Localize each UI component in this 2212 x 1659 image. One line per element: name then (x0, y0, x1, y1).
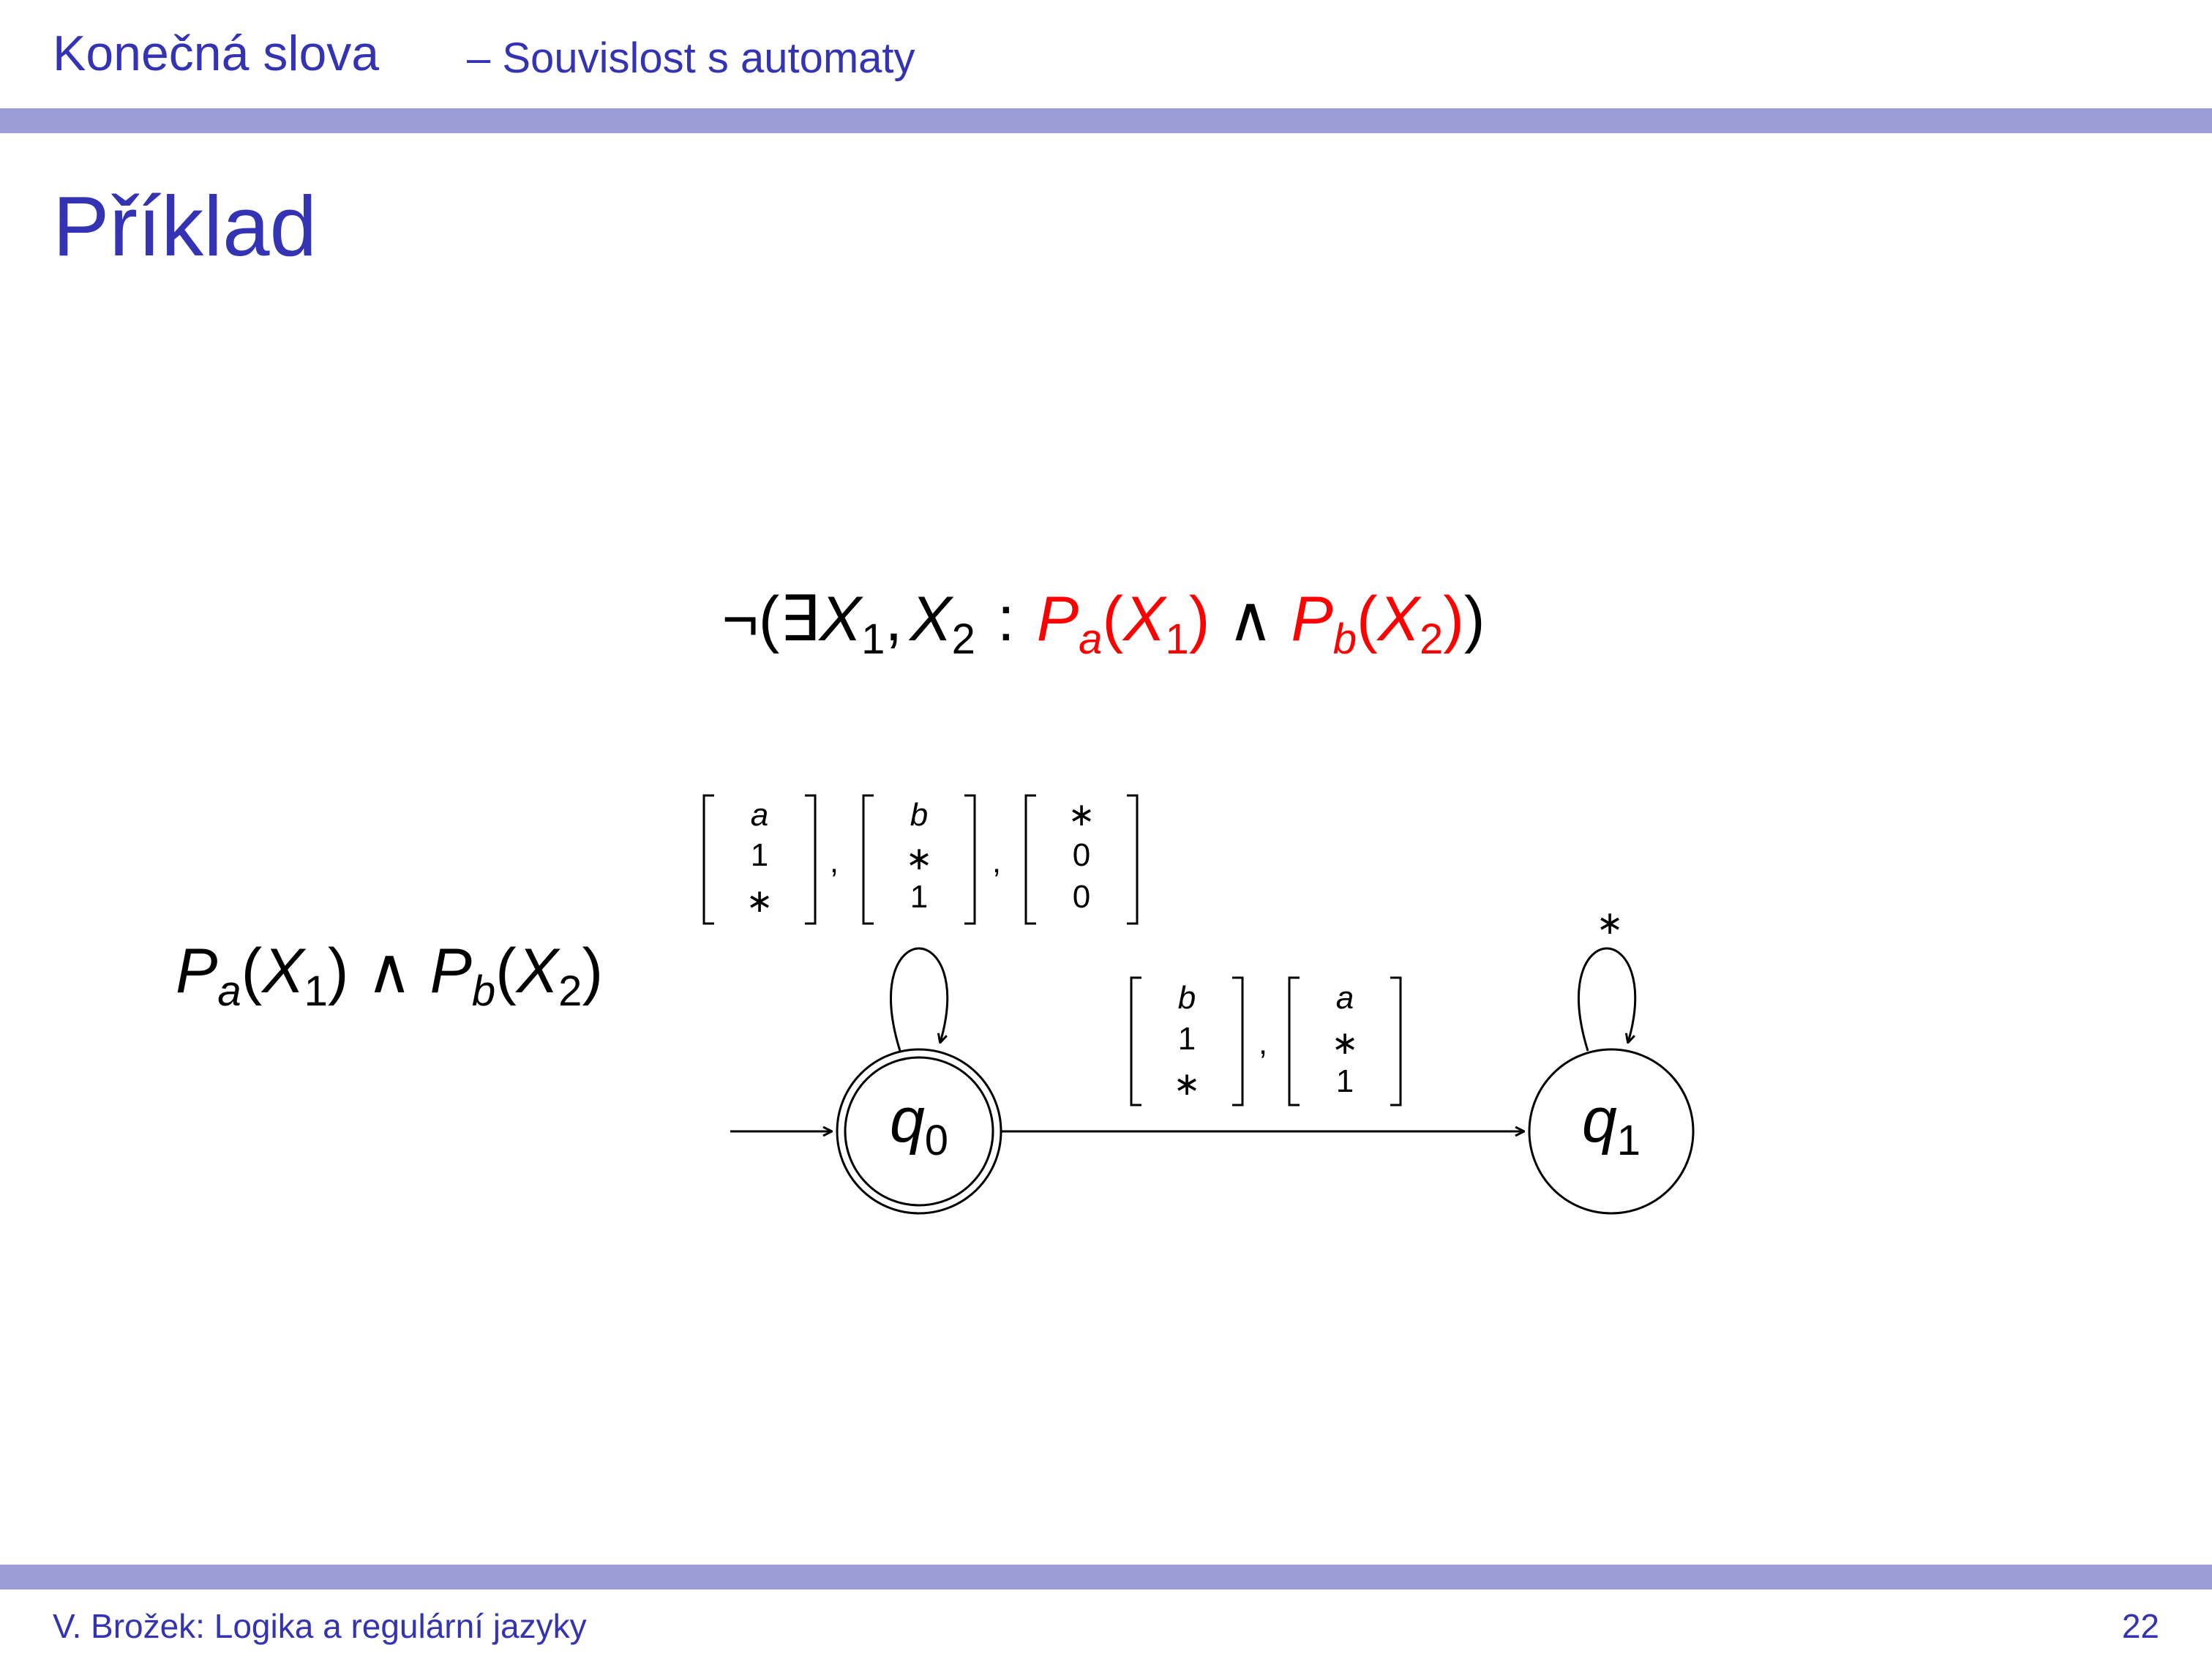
header: Konečná slova – Souvislost s automaty (0, 0, 2212, 108)
svg-text:1: 1 (751, 837, 768, 873)
svg-text:,: , (992, 844, 1001, 880)
page-number: 22 (2121, 1607, 2159, 1645)
svg-text:∗: ∗ (1068, 797, 1095, 833)
q0-loop-label (702, 794, 1139, 925)
svg-text:1: 1 (1336, 1063, 1354, 1099)
header-bar (0, 108, 2212, 133)
svg-text:,: , (1259, 1025, 1267, 1061)
subsection-title: – Souvislost s automaty (467, 34, 915, 82)
svg-text:q0: q0 (890, 1085, 948, 1164)
q0-self-loop (889, 947, 949, 1052)
q0-loop-entries: a 1 ∗ , b ∗ 1 , ∗ 0 0 (746, 797, 1095, 919)
q1-loop-label: ∗ (1597, 905, 1624, 941)
section-title: Konečná slova (53, 26, 380, 81)
svg-text:0: 0 (1073, 879, 1090, 915)
svg-text:∗: ∗ (1332, 1025, 1359, 1061)
main-formula: ¬(∃X1, X2: Pa(X1) ∧ Pb(X2)) (721, 584, 1485, 663)
svg-text:a: a (751, 797, 768, 833)
svg-text:0: 0 (1073, 837, 1090, 873)
svg-text:q1: q1 (1582, 1085, 1641, 1164)
footer-bar (0, 1565, 2212, 1589)
q1-self-loop (1577, 947, 1637, 1052)
svg-text:∗: ∗ (746, 883, 773, 919)
svg-text:,: , (830, 844, 839, 880)
state-q1: q1 (1528, 1048, 1695, 1215)
frame-title: Příklad (53, 179, 318, 274)
svg-text:∗: ∗ (1174, 1066, 1201, 1102)
svg-text:1: 1 (910, 879, 928, 915)
svg-text:∗: ∗ (906, 841, 933, 877)
left-formula: Pa(X1) ∧ Pb(X2) (176, 936, 603, 1015)
svg-text:1: 1 (1178, 1021, 1196, 1057)
transition-entries: b 1 ∗ , a ∗ 1 (1174, 980, 1359, 1102)
svg-text:b: b (1178, 980, 1196, 1016)
state-q0: q0 (836, 1048, 1002, 1215)
svg-text:b: b (910, 797, 928, 833)
transition-label (1130, 976, 1402, 1106)
svg-text:a: a (1336, 980, 1354, 1016)
footer-author: V. Brožek: Logika a regulární jazyky (53, 1607, 587, 1645)
